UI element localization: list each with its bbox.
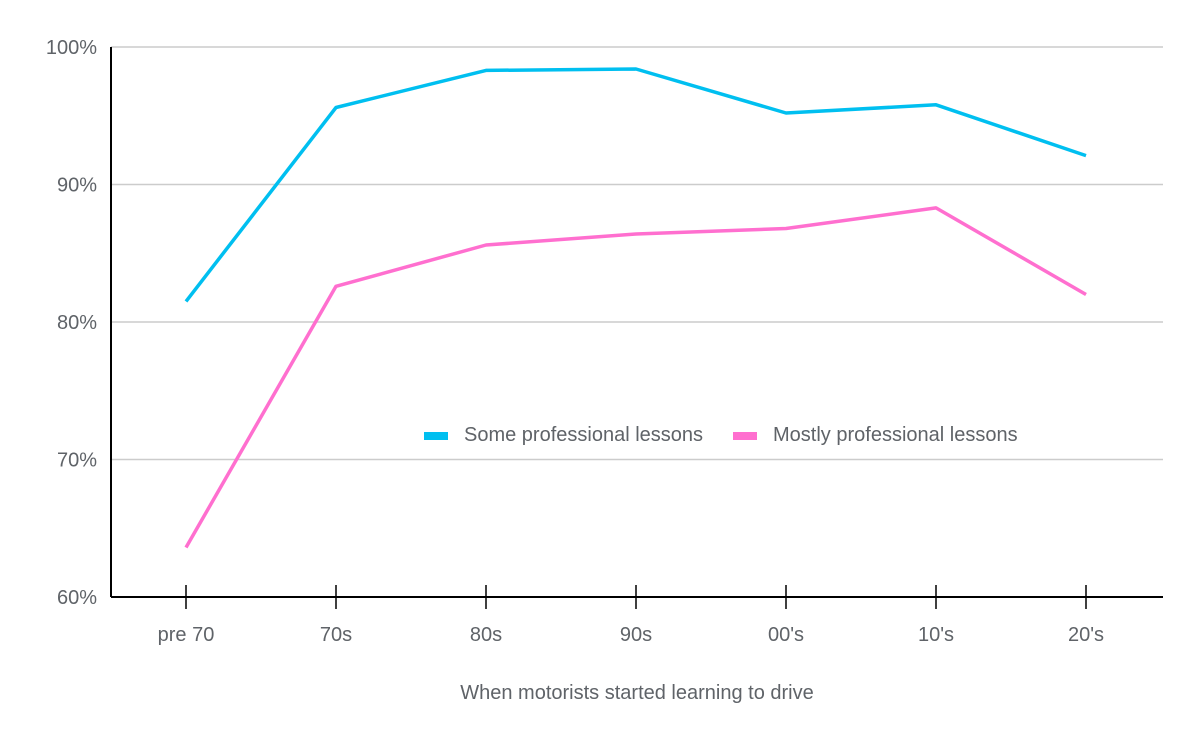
legend-swatch-cyan — [424, 431, 448, 440]
x-tick-label: 80s — [470, 624, 502, 646]
series-line-1 — [184, 206, 1087, 549]
series-lines — [184, 67, 1087, 549]
x-tick-label: 90s — [620, 624, 652, 646]
legend: Some professional lessons Mostly profess… — [424, 424, 1048, 447]
legend-item-some-professional: Some professional lessons — [424, 424, 703, 447]
x-axis-ticks: pre 70 70s 80s 90s 00's 10's 20's — [158, 585, 1104, 646]
gridlines — [111, 46, 1163, 461]
legend-label: Some professional lessons — [464, 424, 704, 446]
y-tick-label: 100% — [46, 37, 97, 59]
legend-item-mostly-professional: Mostly professional lessons — [733, 424, 1018, 447]
x-tick-label: 70s — [320, 624, 352, 646]
y-tick-label: 90% — [57, 175, 97, 197]
y-tick-label: 80% — [57, 312, 97, 334]
x-axis-title: When motorists started learning to drive — [460, 682, 814, 704]
y-tick-label: 70% — [57, 450, 97, 472]
legend-swatch-pink — [733, 431, 758, 440]
legend-label: Mostly professional lessons — [773, 424, 1018, 446]
x-tick-label: 10's — [918, 624, 954, 646]
x-tick-label: 20's — [1068, 624, 1104, 646]
y-tick-label: 60% — [57, 587, 97, 609]
x-tick-label: pre 70 — [158, 624, 215, 646]
series-line-0 — [184, 67, 1087, 303]
y-axis-tick-labels: 60% 70% 80% 90% 100% — [46, 37, 97, 609]
x-tick-label: 00's — [768, 624, 804, 646]
